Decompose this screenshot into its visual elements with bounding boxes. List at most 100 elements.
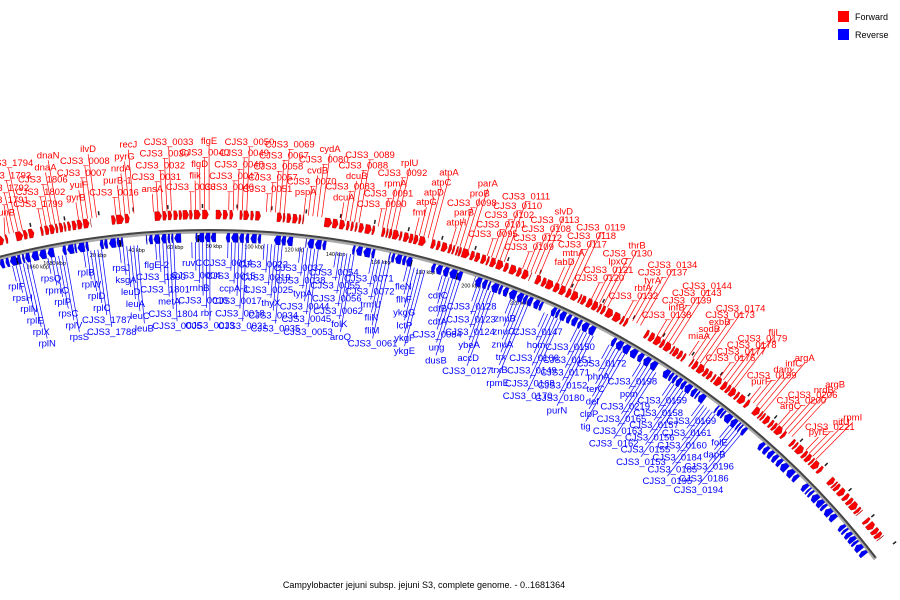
reverse-gene-arrow — [67, 244, 75, 255]
reverse-gene-arrow — [25, 252, 32, 263]
legend-swatch — [838, 11, 849, 22]
forward-gene-arrow — [173, 210, 178, 220]
forward-gene-arrow — [111, 215, 116, 225]
label-leader — [432, 177, 450, 240]
label-leader — [653, 386, 678, 421]
reverse-gene-label: clpP — [580, 409, 598, 420]
forward-gene-label: dcuA — [333, 192, 355, 203]
forward-gene-arrow — [66, 221, 71, 231]
label-leader — [113, 197, 117, 216]
label-leader — [117, 185, 121, 215]
reverse-gene-arrow — [257, 234, 262, 244]
forward-gene-label: CJS3_0083 — [325, 182, 375, 193]
reverse-gene-arrow — [713, 405, 720, 414]
forward-gene-arrow — [124, 213, 130, 224]
forward-gene-arrow — [22, 229, 28, 240]
label-leader — [467, 290, 491, 354]
forward-gene-arrow — [408, 233, 414, 244]
forward-gene-arrow — [779, 430, 788, 440]
label-leader — [126, 246, 132, 288]
reverse-gene-label: phnA — [588, 371, 611, 382]
forward-gene-arrow — [558, 285, 566, 296]
forward-gene-label: cydA — [319, 144, 341, 155]
forward-gene-label: CJS3_0110 — [493, 201, 542, 212]
reverse-gene-arrow — [371, 248, 376, 259]
reverse-gene-label: leuC — [130, 311, 150, 322]
label-leader — [78, 190, 84, 220]
reverse-gene-label: flgE-2 — [144, 260, 169, 271]
reverse-gene-arrow — [402, 255, 407, 266]
label-leader — [368, 257, 373, 274]
forward-gene-label: fmt — [413, 207, 427, 218]
track-marker — [719, 371, 724, 376]
reverse-gene-label: ruvC — [182, 258, 202, 269]
reverse-gene-label: CJS3_0152 — [538, 380, 588, 391]
reverse-gene-arrow — [74, 243, 78, 254]
forward-gene-arrow — [658, 338, 666, 349]
reverse-gene-arrow — [198, 232, 205, 243]
label-leader — [733, 337, 774, 389]
genome-ring — [0, 204, 897, 561]
forward-gene-arrow — [577, 294, 583, 304]
label-leader — [404, 270, 426, 347]
forward-gene-arrow — [852, 506, 862, 515]
track-marker — [407, 227, 410, 232]
forward-gene-arrow — [402, 232, 409, 243]
forward-gene-label: exbB — [709, 317, 731, 328]
reverse-gene-arrow — [554, 309, 561, 319]
reverse-gene-label: rplN — [38, 338, 56, 349]
reverse-gene-arrow — [581, 322, 591, 333]
reverse-gene-label: rnhB — [190, 283, 210, 294]
legend-swatch — [838, 29, 849, 40]
forward-gene-label: dnaN — [37, 150, 60, 161]
label-leader — [676, 409, 710, 453]
reverse-gene-arrow — [538, 301, 544, 311]
reverse-gene-label: CJS3_0158 — [633, 408, 683, 419]
label-leader — [719, 362, 731, 378]
reverse-gene-arrow — [761, 446, 771, 456]
label-leader — [569, 327, 578, 343]
forward-gene-label: CJS3_0117 — [558, 240, 607, 251]
reverse-gene-label: trxB — [491, 365, 508, 376]
reverse-gene-label: leuD — [121, 287, 141, 298]
reverse-gene-arrow — [431, 263, 437, 273]
forward-gene-label: CJS3_0118 — [567, 231, 616, 242]
label-leader — [503, 299, 515, 327]
reverse-gene-arrow — [615, 340, 625, 351]
forward-gene-label: sodB — [698, 324, 720, 335]
label-leader — [382, 198, 389, 228]
label-leader — [592, 349, 620, 397]
label-leader — [784, 399, 813, 431]
reverse-gene-arrow — [250, 233, 257, 244]
forward-gene-arrow — [460, 248, 470, 259]
forward-gene-label: ansA — [141, 184, 163, 195]
label-leader — [621, 368, 651, 415]
forward-gene-arrow — [756, 410, 764, 419]
label-leader — [498, 303, 525, 366]
reverse-gene-arrow — [766, 450, 776, 460]
label-leader — [503, 201, 527, 263]
track-marker — [29, 222, 32, 227]
forward-gene-arrow — [385, 228, 389, 238]
scale-label: 160 kbp — [371, 260, 391, 266]
reverse-gene-label: ykgE — [394, 346, 415, 357]
label-leader — [692, 333, 710, 359]
label-leader — [805, 436, 819, 451]
reverse-gene-label: znuA — [492, 339, 514, 350]
label-leader — [90, 250, 97, 292]
forward-gene-label: CJS3_0088 — [338, 160, 388, 171]
forward-gene-label: CJS3_0200 — [777, 396, 827, 407]
reverse-gene-arrow — [85, 241, 90, 252]
reverse-gene-label: CJS3_0194 — [674, 485, 724, 496]
reverse-gene-arrow — [716, 407, 725, 417]
label-leader — [51, 257, 58, 286]
forward-gene-arrow — [787, 438, 796, 448]
label-leader — [124, 161, 130, 214]
forward-gene-arrow — [564, 288, 572, 298]
forward-gene-label: CJS3_0120 — [575, 273, 625, 284]
label-leader — [307, 249, 319, 327]
label-leader — [696, 326, 720, 362]
label-leader — [573, 232, 602, 291]
forward-gene-arrow — [876, 535, 884, 542]
reverse-gene-arrow — [174, 233, 182, 243]
